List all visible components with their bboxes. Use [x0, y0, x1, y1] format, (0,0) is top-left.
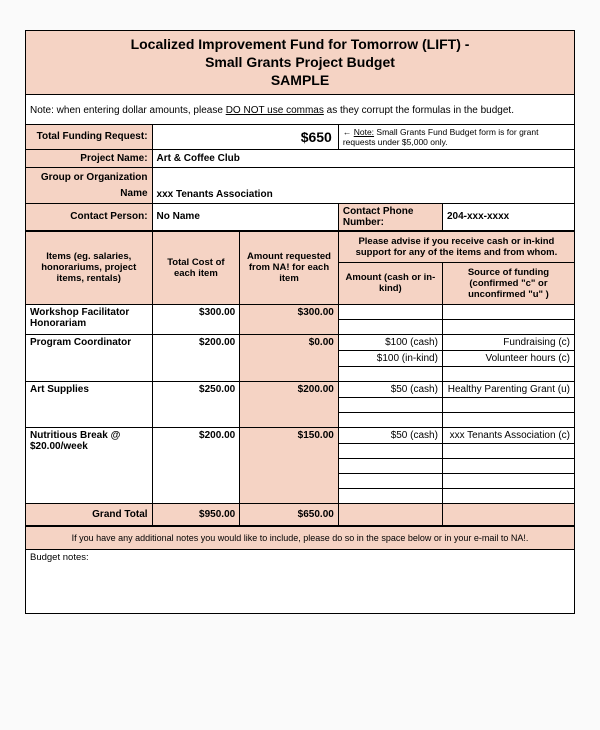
hdr-items: Items (eg. salaries, honorariums, projec…	[26, 231, 152, 304]
detail-source	[442, 412, 574, 427]
grand-total-blank2	[442, 503, 574, 525]
item-requested: $200.00	[240, 381, 339, 427]
detail-amount: $100 (cash)	[338, 334, 442, 350]
detail-source	[442, 443, 574, 458]
detail-amount: $100 (in-kind)	[338, 350, 442, 366]
item-requested: $150.00	[240, 427, 339, 503]
note-underlined: DO NOT use commas	[226, 105, 324, 116]
grand-total-label: Grand Total	[26, 503, 152, 525]
group-label-1: Group or Organization	[26, 167, 152, 185]
grand-total-req: $650.00	[240, 503, 339, 525]
notes-prompt: If you have any additional notes you wou…	[26, 526, 574, 549]
detail-source: Volunteer hours (c)	[442, 350, 574, 366]
item-requested: $300.00	[240, 304, 339, 334]
group-label-2: Name	[26, 185, 152, 203]
spacer	[152, 167, 574, 185]
grand-total-total: $950.00	[152, 503, 240, 525]
table-row: Nutritious Break @ $20.00/week$200.00$15…	[26, 427, 574, 443]
note-suffix: as they corrupt the formulas in the budg…	[324, 105, 514, 116]
table-row: Program Coordinator$200.00$0.00$100 (cas…	[26, 334, 574, 350]
hdr-total-cost: Total Cost of each item	[152, 231, 240, 304]
project-name: Art & Coffee Club	[152, 149, 574, 167]
item-name: Nutritious Break @ $20.00/week	[26, 427, 152, 503]
grand-total-row: Grand Total$950.00$650.00	[26, 503, 574, 525]
project-name-label: Project Name:	[26, 149, 152, 167]
detail-amount	[338, 304, 442, 319]
table-row: Art Supplies$250.00$200.00$50 (cash)Heal…	[26, 381, 574, 397]
item-total: $200.00	[152, 334, 240, 381]
grand-total-blank1	[338, 503, 442, 525]
contact-person-label: Contact Person:	[26, 203, 152, 230]
detail-source	[442, 473, 574, 488]
detail-source	[442, 319, 574, 334]
title-line-1: Localized Improvement Fund for Tomorrow …	[32, 35, 568, 53]
item-name: Program Coordinator	[26, 334, 152, 381]
header-table: Total Funding Request: $650 ← Note: Smal…	[26, 125, 574, 231]
funding-note-u: Note:	[354, 127, 374, 137]
detail-amount	[338, 443, 442, 458]
detail-amount	[338, 488, 442, 503]
detail-source	[442, 458, 574, 473]
table-row: Workshop Facilitator Honorariam$300.00$3…	[26, 304, 574, 319]
title-block: Localized Improvement Fund for Tomorrow …	[26, 31, 574, 95]
detail-source	[442, 488, 574, 503]
title-line-3: SAMPLE	[32, 71, 568, 89]
detail-amount	[338, 412, 442, 427]
group-name: xxx Tenants Association	[152, 185, 574, 203]
note-prefix: Note: when entering dollar amounts, plea…	[30, 105, 226, 116]
detail-source: Fundraising (c)	[442, 334, 574, 350]
item-requested: $0.00	[240, 334, 339, 381]
budget-sheet: Localized Improvement Fund for Tomorrow …	[25, 30, 575, 614]
items-table: Items (eg. salaries, honorariums, projec…	[26, 231, 574, 526]
funding-amount: $650	[152, 125, 338, 150]
detail-amount	[338, 366, 442, 381]
detail-amount: $50 (cash)	[338, 381, 442, 397]
detail-amount	[338, 397, 442, 412]
items-header-row: Items (eg. salaries, honorariums, projec…	[26, 231, 574, 262]
budget-notes-label: Budget notes:	[26, 549, 574, 613]
contact-person: No Name	[152, 203, 338, 230]
hdr-amount-cash: Amount (cash or in-kind)	[338, 262, 442, 304]
detail-source	[442, 397, 574, 412]
item-total: $300.00	[152, 304, 240, 334]
title-line-2: Small Grants Project Budget	[32, 53, 568, 71]
hdr-source: Source of funding (confirmed "c" or unco…	[442, 262, 574, 304]
detail-amount	[338, 319, 442, 334]
detail-source: xxx Tenants Association (c)	[442, 427, 574, 443]
detail-source	[442, 304, 574, 319]
contact-phone: 204-xxx-xxxx	[442, 203, 574, 230]
funding-note-cell: ← Note: Small Grants Fund Budget form is…	[338, 125, 574, 150]
item-name: Workshop Facilitator Honorariam	[26, 304, 152, 334]
detail-source: Healthy Parenting Grant (u)	[442, 381, 574, 397]
detail-amount: $50 (cash)	[338, 427, 442, 443]
contact-phone-label: Contact Phone Number:	[338, 203, 442, 230]
detail-amount	[338, 473, 442, 488]
funding-label: Total Funding Request:	[26, 125, 152, 150]
item-total: $250.00	[152, 381, 240, 427]
arrow-left-icon: ←	[343, 127, 352, 137]
hdr-advise: Please advise if you receive cash or in-…	[338, 231, 574, 262]
detail-amount	[338, 458, 442, 473]
detail-source	[442, 366, 574, 381]
item-name: Art Supplies	[26, 381, 152, 427]
note-row: Note: when entering dollar amounts, plea…	[26, 95, 574, 125]
hdr-amount-req: Amount requested from NA! for each item	[240, 231, 339, 304]
item-total: $200.00	[152, 427, 240, 503]
